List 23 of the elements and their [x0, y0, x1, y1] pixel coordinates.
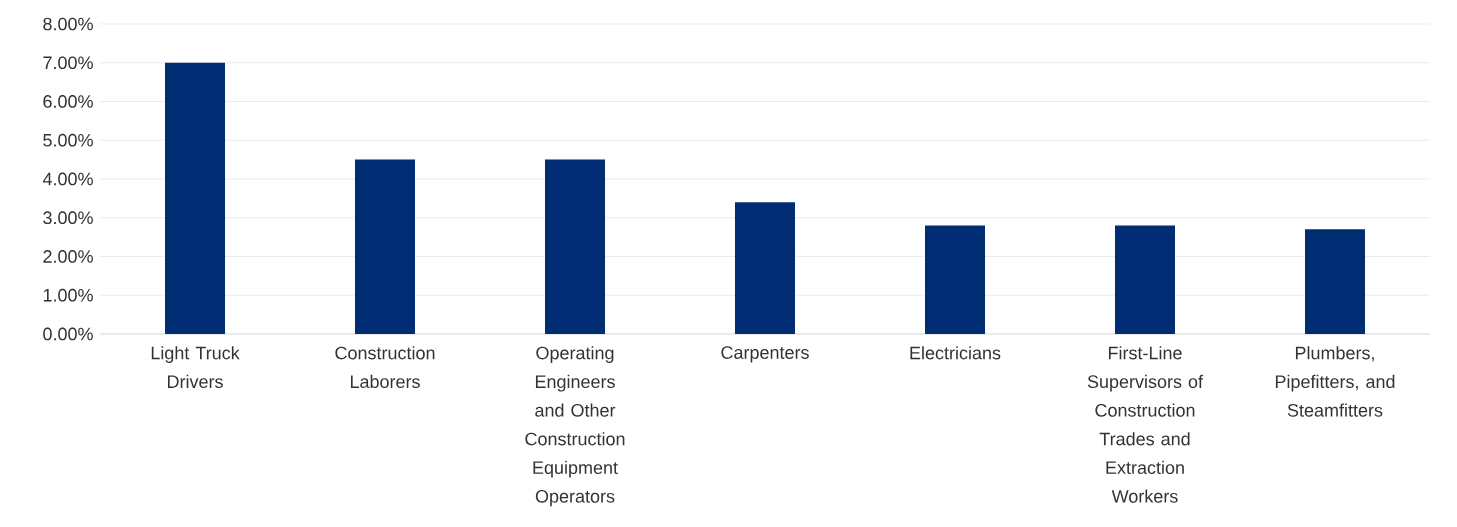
- bar: [735, 202, 795, 334]
- x-tick-label: Operating Engineers and Other Construction Equipment Operators: [525, 346, 625, 507]
- x-tick-label: Carpenters: [721, 346, 809, 363]
- bar: [165, 62, 226, 334]
- y-tick-label: 0.00%: [43, 327, 93, 341]
- y-tick-label: 5.00%: [43, 133, 93, 147]
- x-tick-label: Construction Laborers: [335, 346, 435, 389]
- bar: [1114, 225, 1175, 334]
- x-tick-label: First-Line Supervisors of Construction Trades and Extraction Workers: [1087, 346, 1204, 503]
- x-tick-label: Electricians: [910, 346, 1001, 360]
- y-tick-label: 8.00%: [43, 17, 93, 31]
- y-tick-label: 4.00%: [42, 172, 93, 186]
- bar: [355, 159, 416, 334]
- y-tick-label: 1.00%: [43, 288, 93, 302]
- bar: [545, 159, 606, 334]
- y-tick-label: 7.00%: [43, 56, 93, 70]
- y-tick-label: 3.00%: [43, 211, 93, 225]
- x-tick-label: Light Truck Drivers: [151, 346, 240, 389]
- x-tick-label: Plumbers, Pipefitters, and Steamfitters: [1275, 346, 1395, 417]
- bar: [925, 225, 985, 334]
- y-tick-label: 2.00%: [43, 250, 93, 263]
- bar: [1304, 229, 1365, 334]
- y-tick-label: 6.00%: [43, 95, 93, 108]
